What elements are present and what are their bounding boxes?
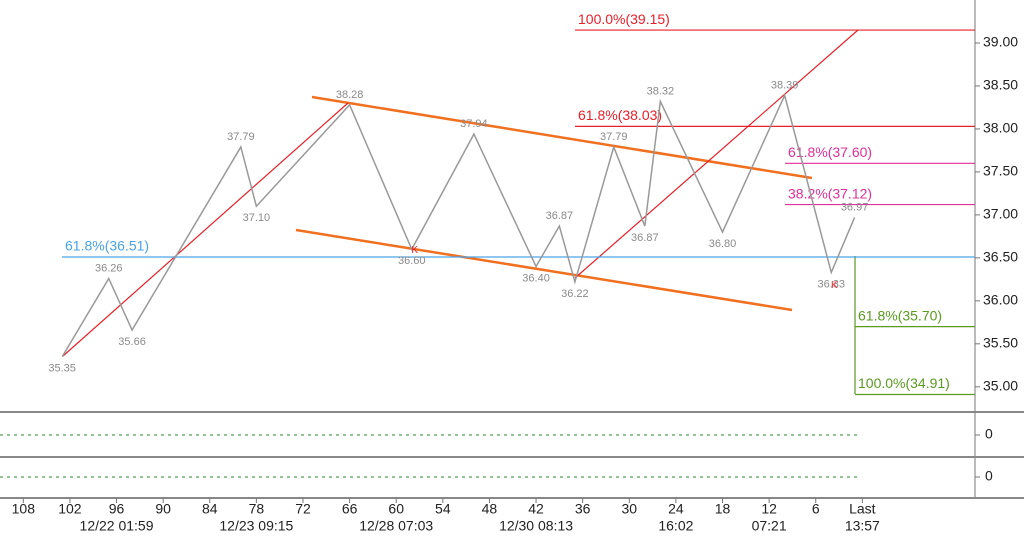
level-label: 100.0%(34.91) xyxy=(858,375,950,391)
x-tick-label: 18 xyxy=(715,501,731,517)
pivot-label: 35.35 xyxy=(48,363,76,375)
x-tick-label: 84 xyxy=(202,501,218,517)
x-tick-label: 36 xyxy=(575,501,591,517)
y-tick-label: 38.50 xyxy=(983,77,1018,93)
x-tick-label: 78 xyxy=(249,501,265,517)
pivot-label: 36.26 xyxy=(95,262,123,274)
y-tick-label: 37.00 xyxy=(983,206,1018,222)
x-tick-label: 12 xyxy=(761,501,777,517)
x-tick-label: 108 xyxy=(12,501,36,517)
y-tick-label: 38.00 xyxy=(983,120,1018,136)
y-tick-label: 36.50 xyxy=(983,249,1018,265)
y-tick-label: 35.00 xyxy=(983,377,1018,393)
pivot-label: 38.32 xyxy=(647,85,675,97)
date-tick-label: 07:21 xyxy=(752,518,787,534)
pivot-label: 36.87 xyxy=(631,232,659,244)
pivot-label: 38.28 xyxy=(336,89,364,101)
pivot-label: 37.10 xyxy=(243,212,271,224)
trend-channel xyxy=(295,228,793,312)
level-label: 61.8%(36.51) xyxy=(65,238,149,254)
level-label: 61.8%(38.03) xyxy=(578,107,662,123)
pivot-label: 37.79 xyxy=(600,131,628,143)
trend-line xyxy=(574,29,859,279)
pivot-label: 37.94 xyxy=(460,118,488,130)
pivot-label: 36.87 xyxy=(546,210,574,222)
level-label: 61.8%(37.60) xyxy=(788,144,872,160)
pivot-label: 38.39 xyxy=(771,79,799,91)
signal-marker: K xyxy=(831,280,838,291)
x-tick-label: 30 xyxy=(621,501,637,517)
pivot-label: 37.79 xyxy=(227,131,255,143)
x-tick-label: 24 xyxy=(668,501,684,517)
date-tick-label: 12/23 09:15 xyxy=(219,518,293,534)
y-tick-label: 39.00 xyxy=(983,34,1018,50)
signal-marker: K xyxy=(411,245,418,256)
zigzag-line xyxy=(61,93,856,358)
x-tick-label: 6 xyxy=(812,501,820,517)
pivot-label: 36.80 xyxy=(709,238,737,250)
x-tick-label: 54 xyxy=(435,501,451,517)
y-tick-label: 36.00 xyxy=(983,292,1018,308)
trend-channel xyxy=(311,95,813,180)
y-tick-label: 35.50 xyxy=(983,335,1018,351)
x-tick-label: 48 xyxy=(482,501,498,517)
x-tick-label: 60 xyxy=(388,501,404,517)
date-tick-label: 13:57 xyxy=(845,518,880,534)
pivot-label: 36.97 xyxy=(841,201,869,213)
date-tick-label: 12/30 08:13 xyxy=(499,518,573,534)
x-tick-label: 102 xyxy=(58,501,82,517)
x-tick-label: 90 xyxy=(155,501,171,517)
trend-line xyxy=(62,102,349,357)
y-tick-label: 37.50 xyxy=(983,163,1018,179)
x-tick-label: 42 xyxy=(528,501,544,517)
x-tick-label: 96 xyxy=(109,501,125,517)
x-tick-label: Last xyxy=(849,501,876,517)
indicator-tick-label: 0 xyxy=(985,468,993,484)
pivot-label: 36.33 xyxy=(818,278,846,290)
indicator-tick-label: 0 xyxy=(985,426,993,442)
pivot-label: 35.66 xyxy=(118,336,146,348)
x-tick-label: 72 xyxy=(295,501,311,517)
pivot-label: 36.22 xyxy=(561,288,589,300)
level-label: 38.2%(37.12) xyxy=(788,185,872,201)
x-tick-label: 66 xyxy=(342,501,358,517)
date-tick-label: 12/28 07:03 xyxy=(359,518,433,534)
date-tick-label: 16:02 xyxy=(658,518,693,534)
level-label: 61.8%(35.70) xyxy=(858,307,942,323)
pivot-label: 36.40 xyxy=(522,272,550,284)
pivot-label: 36.60 xyxy=(398,255,426,267)
level-label: 100.0%(39.15) xyxy=(578,11,670,27)
date-tick-label: 12/22 01:59 xyxy=(80,518,154,534)
